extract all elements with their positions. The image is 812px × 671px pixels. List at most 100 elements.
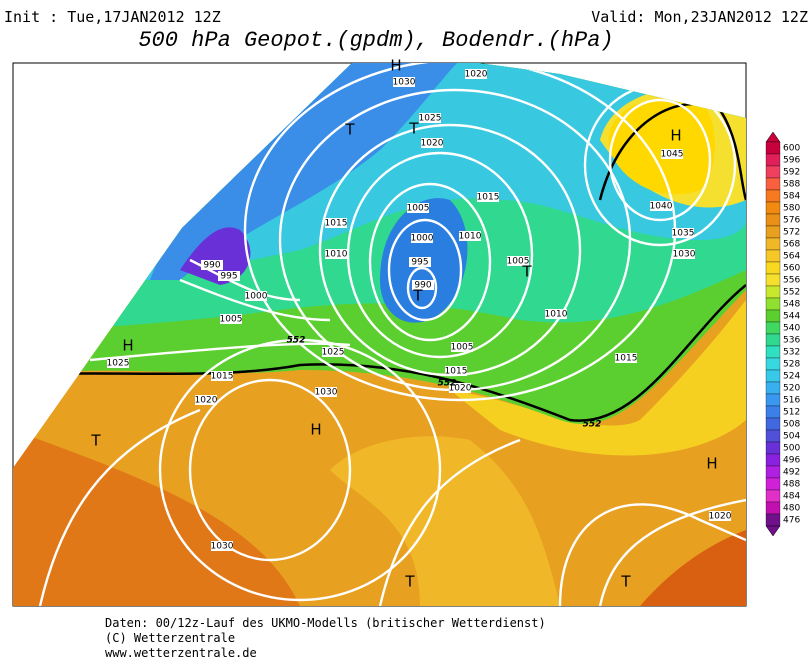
pressure-center: T xyxy=(90,432,101,450)
isobar-label-bg xyxy=(211,371,233,381)
pressure-center: H xyxy=(390,57,401,75)
legend-label: 520 xyxy=(783,384,800,394)
isobar-label-bg xyxy=(445,366,467,376)
pressure-center: T xyxy=(620,573,631,591)
pressure-center: T xyxy=(404,573,415,591)
isobar-label-bg xyxy=(661,149,683,159)
isobar-label-bg xyxy=(245,291,267,301)
isobar-label: 1020 xyxy=(709,512,732,522)
isobar-label-bg xyxy=(211,541,233,551)
isobar-label-bg xyxy=(545,309,567,319)
legend-swatch xyxy=(765,285,781,299)
isobar-label: 1015 xyxy=(325,219,348,229)
legend-swatch xyxy=(765,189,781,203)
footer-line: www.wetterzentrale.de xyxy=(105,646,257,660)
legend-label: 600 xyxy=(783,144,800,154)
isobar-label: 1035 xyxy=(672,229,695,239)
legend-label: 552 xyxy=(783,288,800,298)
legend-swatch xyxy=(765,249,781,263)
legend-label: 596 xyxy=(783,156,800,166)
isobar-label-bg xyxy=(325,218,347,228)
legend-swatch xyxy=(765,309,781,323)
legend-label: 500 xyxy=(783,444,800,454)
legend-label: 484 xyxy=(783,492,800,502)
isobar-label: 1015 xyxy=(445,367,468,377)
isobar-label: 1005 xyxy=(407,204,430,214)
isobar-label-bg xyxy=(709,511,731,521)
legend-swatch xyxy=(765,513,781,527)
isobar-label: 990 xyxy=(414,281,431,291)
legend-label: 556 xyxy=(783,276,800,286)
legend-swatch xyxy=(765,501,781,515)
legend-label: 488 xyxy=(783,480,800,490)
legend-label: 524 xyxy=(783,372,800,382)
isobar-label-bg xyxy=(409,257,431,267)
isobar-label-bg xyxy=(465,69,487,79)
legend-label: 532 xyxy=(783,348,800,358)
isobar-label-bg xyxy=(449,383,471,393)
legend-label: 504 xyxy=(783,432,800,442)
legend-arrow xyxy=(765,525,781,537)
pressure-center: T xyxy=(521,263,532,281)
isobar-label: 1020 xyxy=(465,70,488,80)
legend-label: 492 xyxy=(783,468,800,478)
isobar-label-bg xyxy=(412,280,434,290)
pressure-center: T xyxy=(344,121,355,139)
isobar-label: 1020 xyxy=(449,384,472,394)
isobars xyxy=(38,63,746,606)
isobar-label: 1030 xyxy=(393,78,416,88)
height-label: 552 xyxy=(438,379,457,389)
isobar-label: 990 xyxy=(203,261,220,271)
legend-label: 480 xyxy=(783,504,800,514)
isobar-label-bg xyxy=(201,260,223,270)
pressure-center: H xyxy=(310,421,321,439)
legend-swatch xyxy=(765,201,781,215)
legend-label: 580 xyxy=(783,204,800,214)
legend-swatch xyxy=(765,369,781,383)
isobar-label-bg xyxy=(107,358,129,368)
isobar-label: 1005 xyxy=(220,315,243,325)
legend-swatch xyxy=(765,213,781,227)
isobar-label-bg xyxy=(220,314,242,324)
legend-label: 588 xyxy=(783,180,800,190)
legend-swatch xyxy=(765,333,781,347)
pressure-center: H xyxy=(670,127,681,145)
isobar-label-bg xyxy=(615,353,637,363)
legend-swatch xyxy=(765,225,781,239)
footer-line: Daten: 00/12z-Lauf des UKMO-Modells (bri… xyxy=(105,616,546,630)
isobar-label: 1010 xyxy=(325,250,348,260)
isobar-label: 1010 xyxy=(459,232,482,242)
legend-swatch xyxy=(765,153,781,167)
legend-swatch xyxy=(765,165,781,179)
legend-label: 560 xyxy=(783,264,800,274)
isobar-label-bg xyxy=(325,249,347,259)
legend-swatch xyxy=(765,237,781,251)
legend-label: 540 xyxy=(783,324,800,334)
isobar-label: 1040 xyxy=(650,202,673,212)
isobar-label: 1025 xyxy=(107,359,130,369)
legend-swatch xyxy=(765,405,781,419)
legend-label: 528 xyxy=(783,360,800,370)
legend-label: 496 xyxy=(783,456,800,466)
legend-label: 536 xyxy=(783,336,800,346)
isobar-label-bg xyxy=(477,192,499,202)
isobar-label-bg xyxy=(451,342,473,352)
isobar-label: 1030 xyxy=(315,388,338,398)
isobar-label: 1020 xyxy=(421,139,444,149)
pressure-center: H xyxy=(122,337,133,355)
isobar-label: 995 xyxy=(411,258,428,268)
legend-label: 512 xyxy=(783,408,800,418)
isobar-label: 1025 xyxy=(419,114,442,124)
isobar-label-bg xyxy=(218,271,240,281)
isobar-label-bg xyxy=(195,395,217,405)
isobar-label-bg xyxy=(411,233,433,243)
map-labels: 1020103010251020101510151005101010009959… xyxy=(90,57,731,591)
legend-swatch xyxy=(765,345,781,359)
legend-swatch xyxy=(765,273,781,287)
isobar-label: 1030 xyxy=(673,250,696,260)
legend-swatch xyxy=(765,261,781,275)
legend-swatch xyxy=(765,465,781,479)
valid-time: Valid: Mon,23JAN2012 12Z xyxy=(591,8,808,26)
legend-swatch xyxy=(765,417,781,431)
